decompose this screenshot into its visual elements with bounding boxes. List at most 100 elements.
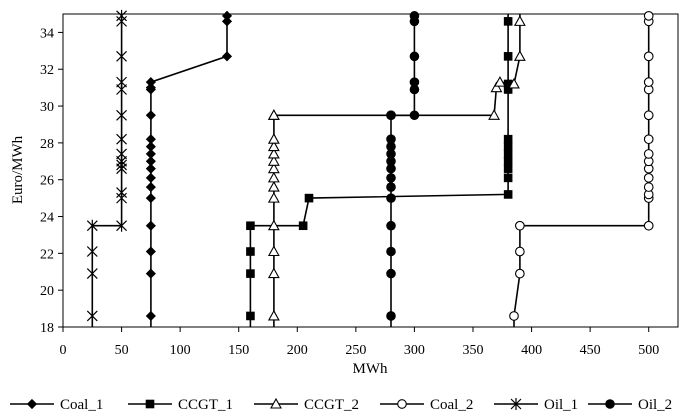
data-point-coal-2 (643, 149, 654, 159)
data-point-ccgt-1 (503, 142, 513, 151)
legend-marker-oil-2 (605, 399, 615, 409)
x-tick-label: 350 (463, 343, 484, 358)
x-tick-label: 400 (521, 343, 542, 358)
legend-marker-coal-1 (26, 398, 38, 410)
data-point-oil-1 (116, 133, 127, 146)
data-point-oil-2 (386, 193, 396, 203)
data-point-oil-2 (386, 246, 396, 257)
x-tick-label: 450 (580, 343, 601, 358)
x-tick-label: 100 (170, 343, 191, 358)
data-point-oil-1 (116, 219, 127, 232)
legend-item-coal-2: Coal_2 (380, 397, 473, 413)
data-point-oil-2 (386, 182, 396, 192)
x-tick-label: 500 (638, 343, 659, 358)
data-point-ccgt-2 (513, 15, 526, 26)
data-point-coal-1 (145, 220, 156, 231)
data-point-oil-2 (409, 11, 420, 21)
legend-label: CCGT_2 (304, 397, 359, 413)
legend-item-ccgt-1: CCGT_1 (128, 397, 233, 413)
data-point-ccgt-2 (267, 162, 280, 174)
data-point-oil-2 (386, 156, 396, 167)
data-point-coal-1 (145, 134, 156, 145)
legend-marker-ccgt-1 (145, 399, 155, 409)
data-point-oil-1 (116, 186, 127, 199)
y-tick-label: 22 (40, 247, 54, 262)
x-tick-label: 150 (228, 343, 249, 358)
legend-item-ccgt-2: CCGT_2 (254, 397, 359, 413)
data-point-ccgt-2 (267, 140, 280, 152)
data-point-oil-2 (386, 311, 396, 321)
series-points-oil-1 (86, 9, 127, 322)
data-point-oil-2 (386, 220, 396, 231)
legend-item-oil-1: Oil_1 (494, 397, 578, 413)
data-point-coal-2 (515, 268, 525, 279)
y-tick-label: 20 (40, 284, 54, 299)
plot-area (62, 13, 679, 328)
data-point-ccgt-1 (246, 221, 255, 231)
data-point-coal-1 (145, 246, 156, 257)
data-point-coal-2 (643, 182, 654, 192)
data-point-ccgt-2 (267, 309, 280, 321)
data-point-coal-2 (643, 77, 654, 87)
data-point-coal-1 (221, 16, 233, 27)
legend-item-coal-1: Coal_1 (10, 397, 103, 413)
y-tick-label: 26 (40, 174, 54, 189)
x-tick-label: 250 (345, 343, 366, 358)
data-point-coal-2 (643, 10, 654, 21)
data-point-oil-2 (386, 134, 396, 144)
data-point-coal-1 (145, 77, 156, 88)
data-point-oil-2 (409, 110, 420, 121)
data-point-ccgt-1 (298, 221, 308, 231)
data-point-coal-1 (145, 268, 156, 279)
data-point-ccgt-1 (503, 149, 513, 159)
data-point-coal-1 (221, 51, 233, 62)
data-point-ccgt-2 (267, 180, 280, 192)
data-point-oil-2 (386, 163, 396, 174)
data-point-ccgt-2 (267, 219, 280, 231)
data-point-oil-2 (386, 149, 396, 159)
series-points-oil-2 (386, 11, 420, 321)
legend-marker-ccgt-2 (270, 397, 282, 409)
series-markers (86, 9, 654, 322)
data-point-oil-1 (116, 9, 127, 22)
data-point-ccgt-2 (494, 75, 506, 87)
data-point-coal-2 (643, 110, 654, 121)
data-point-ccgt-2 (267, 155, 280, 166)
x-tick-label: 0 (60, 343, 67, 358)
data-point-coal-1 (145, 156, 156, 167)
data-point-oil-1 (86, 219, 98, 232)
data-point-oil-2 (409, 77, 420, 87)
data-point-ccgt-2 (267, 191, 280, 203)
x-axis-title: MWh (353, 361, 388, 377)
data-point-ccgt-2 (267, 147, 280, 159)
data-point-ccgt-2 (267, 109, 280, 120)
data-point-ccgt-1 (503, 85, 513, 94)
data-point-coal-2 (509, 311, 519, 321)
y-tick-label: 30 (40, 100, 54, 115)
data-point-ccgt-2 (267, 133, 280, 144)
data-point-coal-1 (145, 310, 156, 322)
data-point-ccgt-1 (503, 17, 513, 26)
legend-label: Coal_1 (60, 397, 103, 413)
y-tick-label: 28 (40, 137, 54, 152)
legend-label: Oil_2 (638, 397, 672, 413)
x-tick-label: 200 (287, 343, 308, 358)
series-points-ccgt-2 (267, 15, 526, 321)
data-point-oil-1 (86, 309, 98, 322)
legend-label: Coal_2 (430, 397, 473, 413)
data-point-ccgt-1 (246, 269, 255, 278)
data-point-coal-2 (515, 246, 525, 257)
data-point-coal-1 (145, 172, 156, 183)
data-point-ccgt-2 (267, 245, 280, 257)
data-point-ccgt-2 (508, 77, 520, 89)
data-point-coal-1 (145, 110, 156, 121)
data-point-ccgt-1 (304, 193, 314, 203)
data-point-coal-2 (643, 220, 654, 231)
data-point-coal-1 (145, 82, 156, 93)
data-point-oil-1 (116, 76, 127, 89)
data-point-oil-2 (386, 110, 396, 121)
data-point-ccgt-2 (267, 267, 280, 279)
data-point-oil-1 (86, 245, 98, 258)
legend-marker-oil-1 (510, 398, 522, 410)
